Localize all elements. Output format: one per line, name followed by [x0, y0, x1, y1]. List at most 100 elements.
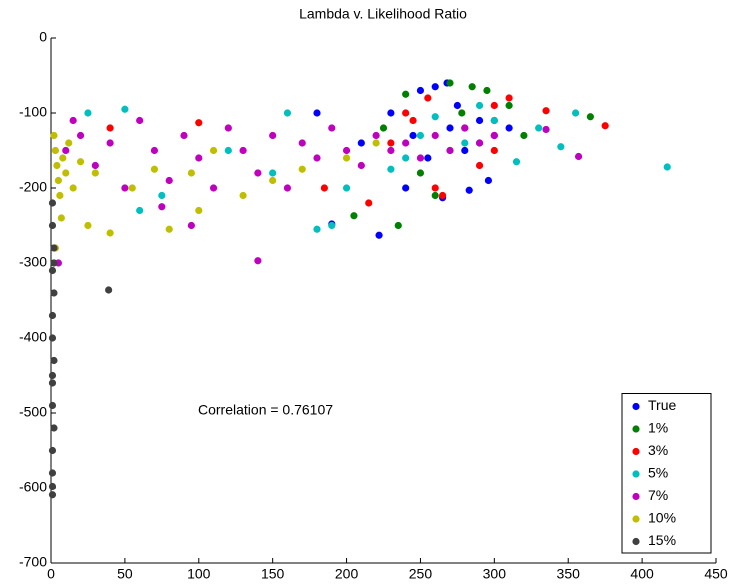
point [394, 221, 402, 230]
point [483, 86, 491, 95]
point [48, 482, 57, 491]
y-tick-label: -700 [19, 554, 47, 570]
y-tick-label: -300 [19, 254, 47, 270]
point [165, 176, 173, 185]
point [91, 161, 99, 170]
x-tick-label: 0 [47, 566, 55, 582]
point [121, 105, 129, 113]
point [50, 131, 58, 140]
point [106, 124, 114, 132]
y-tick-label: -500 [19, 404, 47, 420]
point [350, 212, 358, 220]
point [150, 146, 159, 155]
legend-label: 5% [648, 465, 668, 481]
point [375, 231, 383, 239]
point [195, 206, 203, 215]
point [328, 221, 336, 230]
point [328, 124, 336, 132]
point [557, 143, 565, 151]
point [431, 191, 439, 200]
legend-label: True [648, 397, 676, 413]
point [136, 206, 144, 215]
legend-marker [632, 515, 640, 523]
point [50, 289, 58, 297]
point [269, 176, 277, 185]
point [424, 94, 432, 102]
point [48, 266, 57, 275]
y-tick-label: -100 [19, 104, 47, 120]
point [91, 169, 99, 177]
legend-marker [632, 492, 640, 501]
point [465, 186, 473, 194]
point [402, 154, 410, 162]
point [62, 146, 70, 155]
point [48, 371, 57, 380]
point [505, 101, 513, 110]
point [128, 184, 136, 192]
point [431, 113, 439, 121]
point [586, 113, 594, 121]
point [48, 401, 57, 410]
point [48, 221, 57, 230]
point [76, 131, 85, 140]
point [76, 158, 85, 166]
point [416, 169, 425, 177]
point [512, 158, 521, 166]
legend-label: 15% [648, 532, 676, 548]
point [431, 131, 439, 140]
annotation: Correlation = 0.76107 [198, 402, 333, 418]
x-tick-label: 400 [630, 566, 654, 582]
y-tick-label: -600 [19, 479, 47, 495]
point [195, 119, 203, 127]
point [542, 125, 550, 134]
point [84, 109, 92, 117]
point [542, 107, 550, 115]
point [409, 131, 417, 140]
point [62, 169, 70, 177]
point [342, 184, 351, 192]
point [535, 124, 543, 132]
point [53, 161, 61, 170]
point [269, 131, 277, 140]
x-tick-label: 150 [261, 566, 285, 582]
point [298, 165, 306, 173]
point [313, 109, 321, 117]
point [663, 163, 671, 171]
point [209, 146, 218, 155]
point [416, 86, 425, 95]
x-tick-label: 450 [704, 566, 728, 582]
point [239, 146, 247, 155]
legend-marker [632, 470, 640, 478]
legend-marker [632, 447, 640, 456]
point [298, 139, 306, 147]
point [48, 446, 57, 455]
point [490, 101, 498, 110]
point [56, 191, 64, 200]
point [106, 229, 114, 237]
point [69, 184, 77, 192]
x-tick-label: 200 [335, 566, 359, 582]
point [475, 139, 484, 147]
point [505, 94, 513, 102]
x-tick-label: 350 [557, 566, 581, 582]
legend-label: 7% [648, 487, 668, 503]
point [416, 131, 425, 140]
point [387, 109, 395, 117]
point [158, 203, 166, 211]
point [48, 334, 57, 342]
point [431, 184, 439, 192]
point [372, 139, 380, 147]
y-tick-label: 0 [39, 29, 47, 45]
point [121, 184, 129, 192]
y-tick-label: -400 [19, 329, 47, 345]
chart-title: Lambda v. Likelihood Ratio [299, 6, 467, 22]
point [48, 311, 57, 320]
legend-label: 10% [648, 510, 676, 526]
point [48, 199, 57, 207]
point [84, 221, 92, 230]
point [453, 101, 461, 110]
point [416, 154, 425, 162]
point [195, 154, 203, 162]
point [50, 424, 58, 432]
